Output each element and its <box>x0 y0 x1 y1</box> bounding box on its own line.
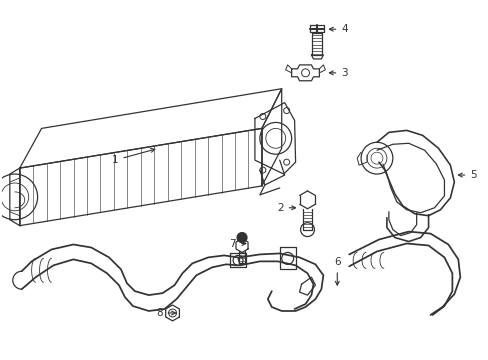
Text: 5: 5 <box>457 170 476 180</box>
Text: 7: 7 <box>229 239 245 248</box>
Circle shape <box>237 233 246 243</box>
Text: 4: 4 <box>329 24 347 34</box>
Text: 2: 2 <box>277 203 295 213</box>
Text: 6: 6 <box>333 257 340 285</box>
Text: 1: 1 <box>111 148 155 165</box>
Text: 8: 8 <box>156 308 175 318</box>
Text: 3: 3 <box>329 68 347 78</box>
